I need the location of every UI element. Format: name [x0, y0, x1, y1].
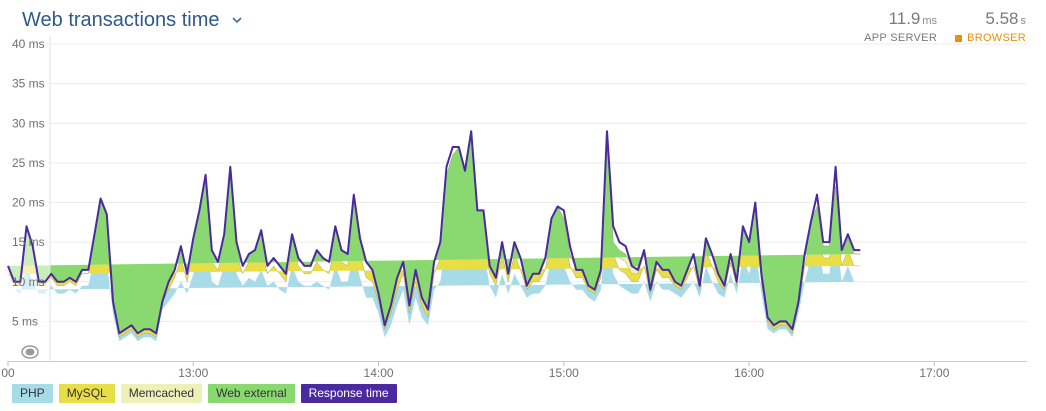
y-tick-label-3: 20 ms [12, 196, 45, 210]
y-tick-label-7: 40 ms [12, 37, 45, 51]
drag-handle-knob [25, 348, 35, 356]
browser-unit: s [1020, 15, 1027, 27]
y-tick-label-1: 10 ms [12, 275, 45, 289]
x-tick-label-3: 15:00 [549, 366, 579, 380]
y-axis: 5 ms 10 ms 15 ms 20 ms 25 ms 30 ms 35 ms 40 ms [12, 37, 45, 328]
chevron-down-icon [231, 17, 242, 24]
y-tick-label-2: 15 ms [12, 235, 45, 249]
browser-label: BROWSER [967, 32, 1026, 44]
y-tick-label-4: 25 ms [12, 156, 45, 170]
x-tick-label-2: 14:00 [364, 366, 394, 380]
y-tick-label-5: 30 ms [12, 116, 45, 130]
x-tick-label-4: 16:00 [734, 366, 764, 380]
legend: PHP MySQL Memcached Web external Respons… [12, 384, 397, 403]
legend-item-php[interactable]: PHP [12, 384, 53, 403]
app-server-unit: ms [922, 15, 938, 27]
x-axis: 00 13:00 14:00 15:00 16:00 17:00 [1, 361, 950, 380]
response-time-layer [7, 130, 861, 335]
app-server-stat: 11.9 ms APP SERVER [864, 9, 937, 44]
time-window-selection [8, 36, 50, 361]
y-tick-label-6: 35 ms [12, 77, 45, 91]
x-tick-label-5: 17:00 [919, 366, 949, 380]
summary-stats: 11.9 ms APP SERVER 5.58 s BROWSER [864, 9, 1026, 44]
browser-value: 5.58 [985, 9, 1019, 28]
y-tick-label-0: 5 ms [12, 314, 38, 328]
line-response-time [7, 130, 861, 335]
legend-item-mysql[interactable]: MySQL [58, 384, 115, 403]
legend-item-response-time[interactable]: Response time [300, 384, 397, 403]
x-tick-label-1: 13:00 [178, 366, 208, 380]
app-server-value: 11.9 [888, 9, 921, 28]
drag-handle[interactable] [21, 345, 39, 359]
browser-square-icon [955, 34, 963, 42]
browser-stat[interactable]: 5.58 s BROWSER [955, 9, 1026, 44]
app-server-label: APP SERVER [864, 32, 938, 44]
legend-item-web-external[interactable]: Web external [208, 384, 295, 403]
selection-overlay [8, 36, 51, 361]
chart-title-dropdown[interactable]: Web transactions time [22, 6, 244, 34]
chart-title: Web transactions time [22, 8, 220, 31]
legend-item-memcached[interactable]: Memcached [120, 384, 203, 403]
x-tick-label-0: 00 [1, 366, 15, 380]
area-web-external [7, 131, 861, 334]
